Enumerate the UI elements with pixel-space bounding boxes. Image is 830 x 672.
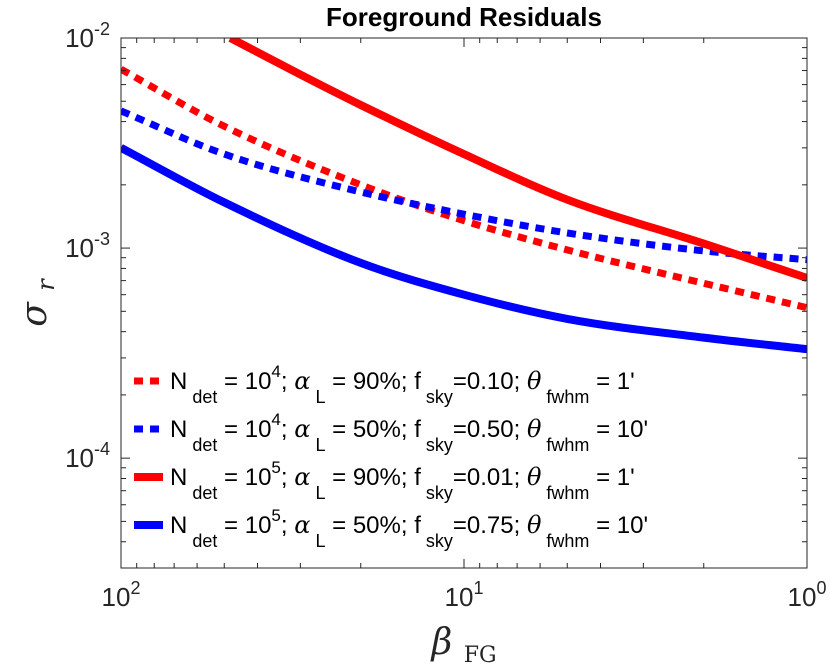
y-tick-label: 10-2 xyxy=(65,19,110,53)
legend: N det = 104; α L = 90%; f sky=0.10; θ fw… xyxy=(134,362,648,551)
x-axis-symbol: β xyxy=(429,622,452,663)
series-line-2 xyxy=(121,107,807,264)
legend-label: N det = 104; α L = 50%; f sky=0.50; θ fw… xyxy=(170,410,648,455)
legend-item-2: N det = 104; α L = 50%; f sky=0.50; θ fw… xyxy=(134,410,648,455)
y-tick-label: 10-3 xyxy=(65,229,110,263)
legend-item-4: N det = 105; α L = 50%; f sky=0.75; θ fw… xyxy=(134,506,648,551)
y-axis-subscript: r xyxy=(32,278,60,291)
y-tick-label: 10-4 xyxy=(65,439,110,473)
x-tick-label: 101 xyxy=(445,578,484,612)
legend-label: N det = 105; α L = 90%; f sky=0.01; θ fw… xyxy=(170,458,635,503)
ticks-layer: 102 101 100 10-2 10-3 10-4 xyxy=(65,19,826,612)
series-layer xyxy=(121,38,807,354)
legend-item-3: N det = 105; α L = 90%; f sky=0.01; θ fw… xyxy=(134,458,635,503)
x-axis-subscript: FG xyxy=(464,643,497,668)
chart-title: Foreground Residuals xyxy=(326,2,602,32)
series-line-1 xyxy=(121,66,807,312)
legend-label: N det = 105; α L = 50%; f sky=0.75; θ fw… xyxy=(170,506,648,551)
legend-label: N det = 104; α L = 90%; f sky=0.10; θ fw… xyxy=(170,362,635,407)
series-line-3 xyxy=(228,38,807,282)
plot-area xyxy=(121,38,807,568)
x-tick-label: 100 xyxy=(788,578,827,612)
x-tick-label: 102 xyxy=(102,578,141,612)
y-axis-symbol: σ xyxy=(14,301,55,327)
x-axis-label: β FG xyxy=(429,622,496,668)
legend-item-1: N det = 104; α L = 90%; f sky=0.10; θ fw… xyxy=(134,362,635,407)
series-line-4 xyxy=(121,144,807,354)
y-axis-label: σ r xyxy=(14,278,60,327)
